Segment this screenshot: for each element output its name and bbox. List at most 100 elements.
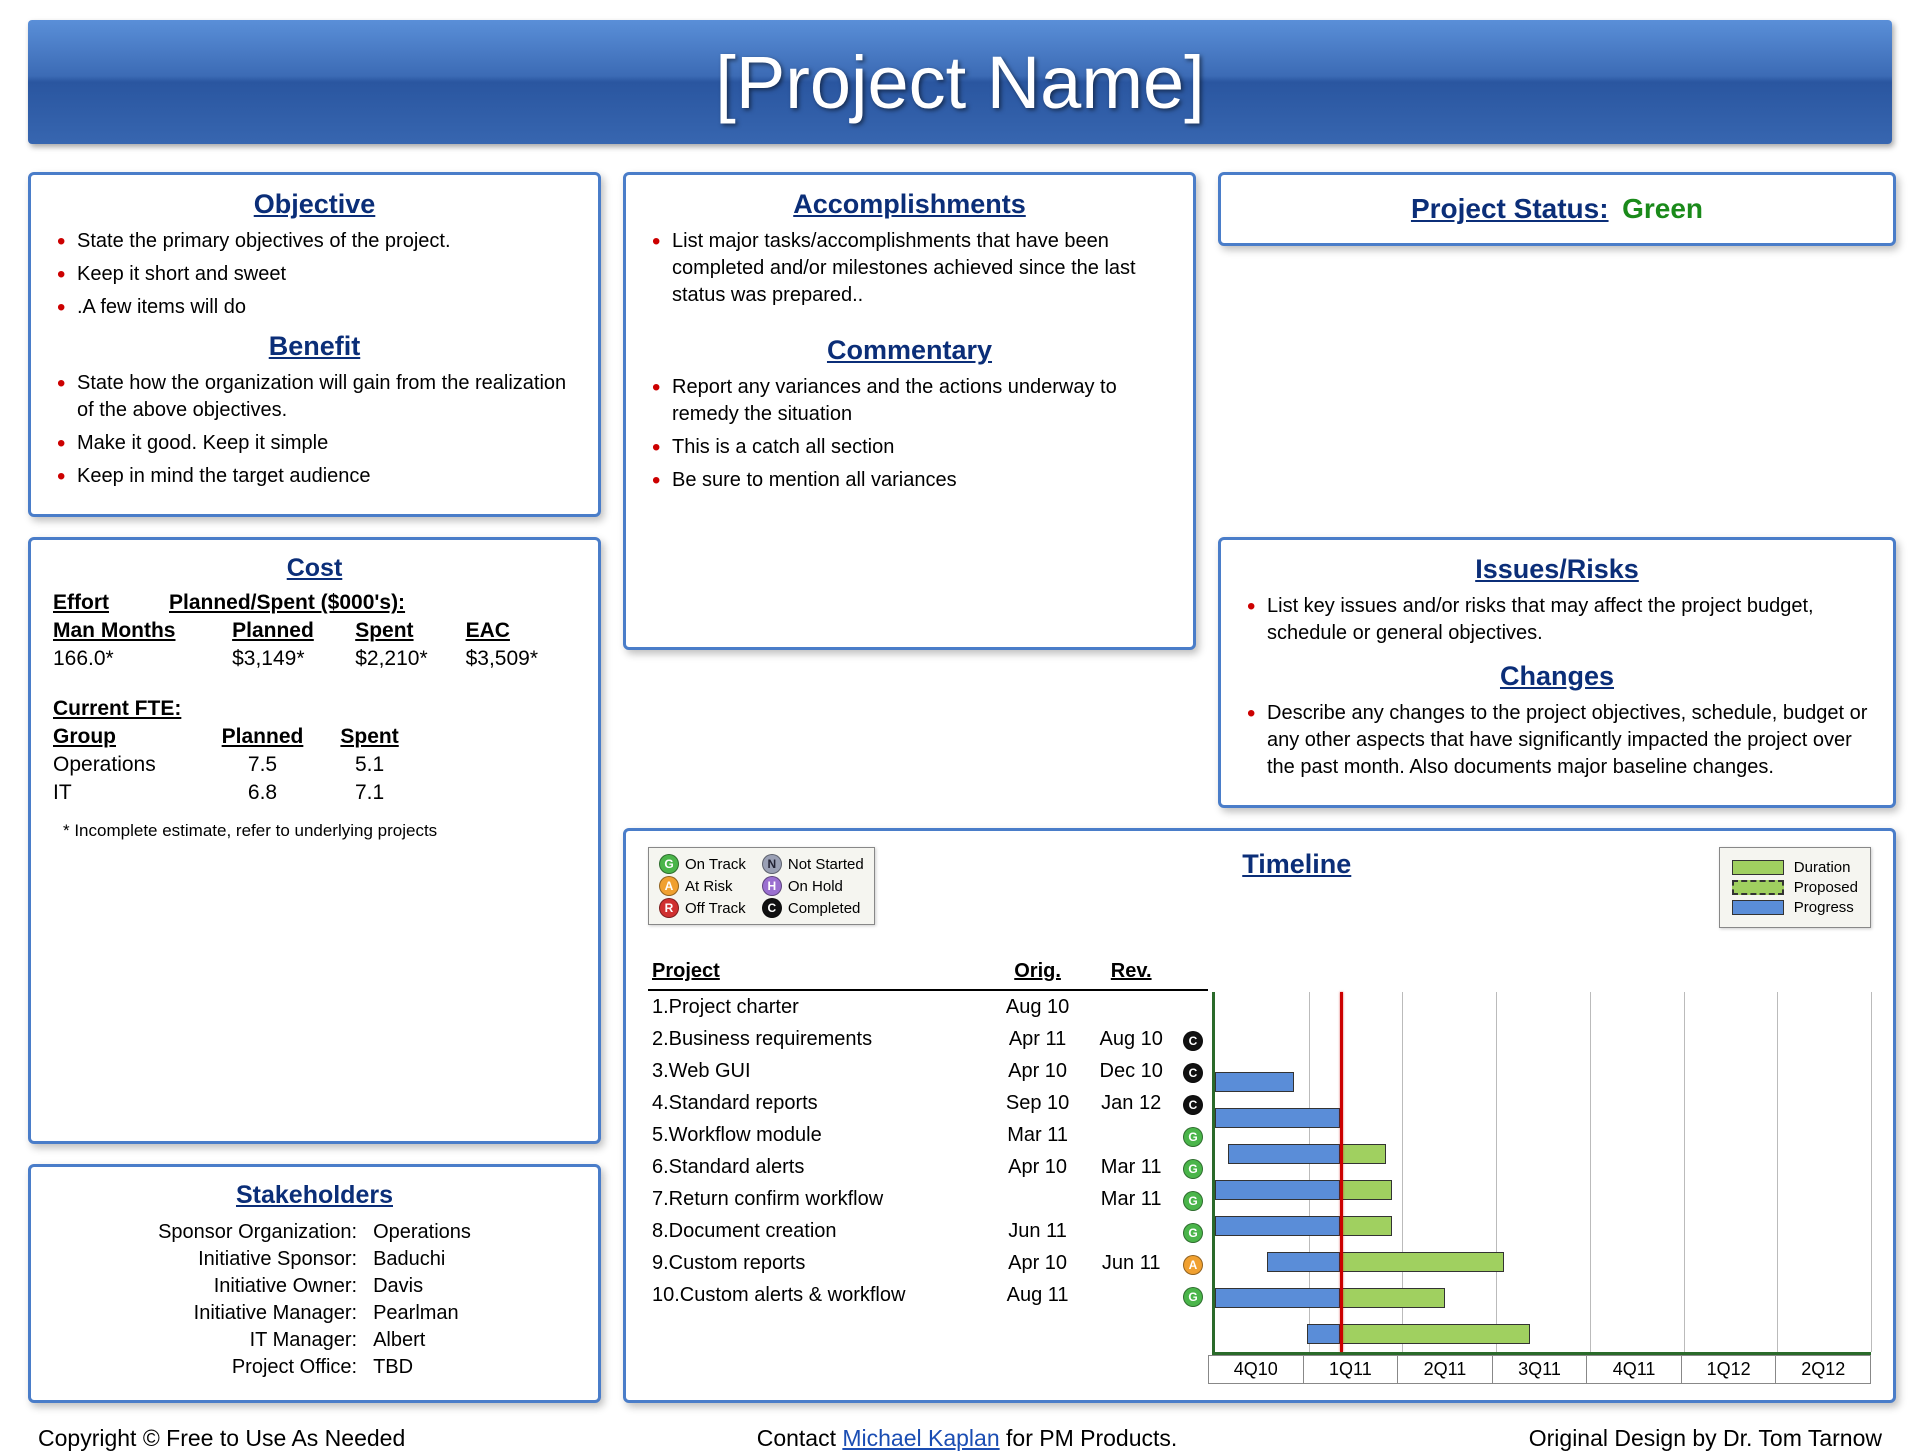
- list-item: Keep in mind the target audience: [57, 463, 576, 490]
- footer-left: Copyright © Free to Use As Needed: [38, 1425, 405, 1452]
- gantt-bar: [1340, 1180, 1392, 1200]
- task-row: 9.Custom reportsApr 10Jun 11A: [648, 1247, 1208, 1279]
- gantt-bar: [1340, 1144, 1386, 1164]
- status-badge: G: [1183, 1127, 1203, 1147]
- footer-right: Original Design by Dr. Tom Tarnow: [1529, 1425, 1882, 1452]
- legend-item: NNot Started: [762, 854, 864, 874]
- axis-label: 4Q10: [1208, 1355, 1304, 1384]
- legend-item: ROff Track: [659, 898, 746, 918]
- gantt-bar: [1340, 1288, 1445, 1308]
- task-row: 5.Workflow moduleMar 11G: [648, 1119, 1208, 1151]
- cost-panel: Cost Effort Planned/Spent ($000's): Man …: [28, 537, 601, 1144]
- status-badge: C: [1183, 1031, 1203, 1051]
- timeline-heading: Timeline: [1242, 849, 1351, 880]
- gantt-bar: [1340, 1324, 1530, 1344]
- task-row: 4.Standard reportsSep 10Jan 12C: [648, 1087, 1208, 1119]
- status-badge: A: [1183, 1255, 1203, 1275]
- objective-panel: Objective State the primary objectives o…: [28, 172, 601, 517]
- footer: Copyright © Free to Use As Needed Contac…: [28, 1425, 1892, 1452]
- stakeholders-table: Sponsor Organization:OperationsInitiativ…: [156, 1218, 473, 1382]
- gantt-bar: [1267, 1252, 1339, 1272]
- benefit-list: State how the organization will gain fro…: [53, 370, 576, 490]
- list-item: Report any variances and the actions und…: [652, 374, 1171, 428]
- legend-item: GOn Track: [659, 854, 746, 874]
- task-row: 1.Project charterAug 10: [648, 990, 1208, 1023]
- benefit-heading: Benefit: [53, 331, 576, 362]
- cost-table: Man MonthsPlannedSpentEAC 166.0*$3,149*$…: [53, 617, 576, 673]
- today-line: [1340, 992, 1343, 1352]
- gantt-bar: [1215, 1108, 1340, 1128]
- issues-list: List key issues and/or risks that may af…: [1243, 593, 1871, 647]
- gantt-bar: [1215, 1072, 1294, 1092]
- gantt-axis: 4Q101Q112Q113Q114Q111Q122Q12: [1208, 1355, 1871, 1384]
- legend-item: Proposed: [1732, 879, 1858, 896]
- list-item: Be sure to mention all variances: [652, 467, 1171, 494]
- issues-heading: Issues/Risks: [1243, 554, 1871, 585]
- legend-item: Duration: [1732, 859, 1858, 876]
- title-bar: [Project Name]: [28, 20, 1892, 144]
- col-status: [1178, 958, 1208, 990]
- footer-mid: Contact Michael Kaplan for PM Products.: [757, 1425, 1178, 1452]
- axis-label: 4Q11: [1587, 1355, 1682, 1384]
- task-row: 6.Standard alertsApr 10Mar 11G: [648, 1151, 1208, 1183]
- gantt-bar: [1215, 1180, 1340, 1200]
- issues-panel: Issues/Risks List key issues and/or risk…: [1218, 537, 1896, 808]
- task-row: 7.Return confirm workflowMar 11G: [648, 1183, 1208, 1215]
- task-row: 8.Document creationJun 11G: [648, 1215, 1208, 1247]
- axis-label: 2Q11: [1398, 1355, 1493, 1384]
- col-orig: Orig.: [991, 958, 1085, 990]
- gantt-bar: [1215, 1216, 1340, 1236]
- accomplishments-heading: Accomplishments: [648, 189, 1171, 220]
- gantt-bar: [1307, 1324, 1340, 1344]
- status-badge: C: [1183, 1063, 1203, 1083]
- list-item: Keep it short and sweet: [57, 261, 576, 288]
- gantt-bar: [1228, 1144, 1340, 1164]
- axis-label: 2Q12: [1776, 1355, 1871, 1384]
- project-title: [Project Name]: [715, 40, 1204, 125]
- legend-item: AAt Risk: [659, 876, 746, 896]
- cost-footnote: * Incomplete estimate, refer to underlyi…: [53, 821, 576, 841]
- list-item: List key issues and/or risks that may af…: [1247, 593, 1871, 647]
- status-badge: C: [1183, 1095, 1203, 1115]
- task-row: 3.Web GUIApr 10Dec 10C: [648, 1055, 1208, 1087]
- commentary-heading: Commentary: [648, 335, 1171, 366]
- fte-label: Current FTE:: [53, 697, 576, 721]
- contact-link[interactable]: Michael Kaplan: [842, 1425, 999, 1451]
- legend-item: Progress: [1732, 899, 1858, 916]
- objective-heading: Objective: [53, 189, 576, 220]
- bar-legend: Duration Proposed Progress: [1719, 847, 1871, 928]
- cost-heading: Cost: [53, 554, 576, 583]
- list-item: State how the organization will gain fro…: [57, 370, 576, 424]
- list-item: This is a catch all section: [652, 434, 1171, 461]
- col-rev: Rev.: [1084, 958, 1178, 990]
- accomplishments-list: List major tasks/accomplishments that ha…: [648, 228, 1171, 309]
- list-item: .A few items will do: [57, 294, 576, 321]
- stakeholders-heading: Stakeholders: [53, 1181, 576, 1210]
- objective-list: State the primary objectives of the proj…: [53, 228, 576, 321]
- changes-heading: Changes: [1243, 661, 1871, 692]
- gantt-bar: [1340, 1252, 1504, 1272]
- stakeholders-panel: Stakeholders Sponsor Organization:Operat…: [28, 1164, 601, 1403]
- status-label: Project Status:: [1411, 193, 1609, 224]
- status-badge: G: [1183, 1191, 1203, 1211]
- status-legend: GOn Track NNot Started AAt Risk HOn Hold ROf…: [648, 847, 875, 925]
- list-item: Make it good. Keep it simple: [57, 430, 576, 457]
- timeline-panel: GOn Track NNot Started AAt Risk HOn Hold ROf…: [623, 828, 1896, 1403]
- status-value: Green: [1622, 193, 1703, 224]
- axis-label: 1Q12: [1682, 1355, 1777, 1384]
- status-panel: Project Status: Green: [1218, 172, 1896, 246]
- gantt-bar: [1215, 1288, 1340, 1308]
- status-badge: G: [1183, 1223, 1203, 1243]
- gantt-chart: [1212, 992, 1871, 1355]
- axis-label: 3Q11: [1493, 1355, 1588, 1384]
- legend-item: HOn Hold: [762, 876, 864, 896]
- accomplishments-panel: Accomplishments List major tasks/accompl…: [623, 172, 1196, 650]
- planned-spent-label: Planned/Spent ($000's):: [169, 591, 405, 615]
- list-item: List major tasks/accomplishments that ha…: [652, 228, 1171, 309]
- status-badge: G: [1183, 1159, 1203, 1179]
- axis-label: 1Q11: [1304, 1355, 1399, 1384]
- commentary-list: Report any variances and the actions und…: [648, 374, 1171, 494]
- changes-list: Describe any changes to the project obje…: [1243, 700, 1871, 781]
- list-item: Describe any changes to the project obje…: [1247, 700, 1871, 781]
- timeline-task-table: Project Orig. Rev. 1.Project charterAug …: [648, 958, 1208, 1384]
